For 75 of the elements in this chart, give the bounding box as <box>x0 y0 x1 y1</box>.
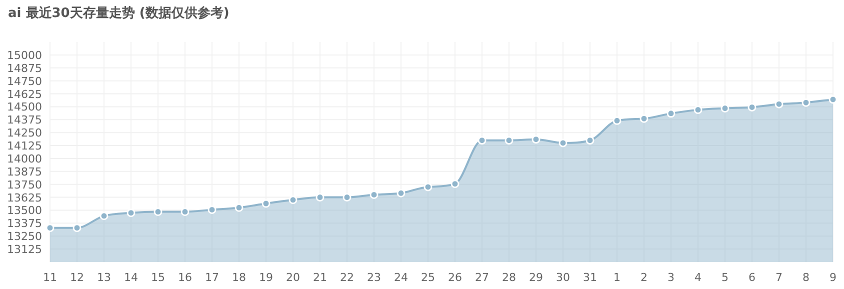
point <box>126 208 136 218</box>
point <box>288 196 298 204</box>
y-tick-label: 13750 <box>7 178 42 192</box>
x-tick-label: 7 <box>776 271 782 284</box>
point <box>396 188 406 198</box>
x-tick-label: 25 <box>421 271 435 284</box>
x-tick-label: 5 <box>722 271 728 284</box>
x-tick-label: 24 <box>394 271 408 284</box>
y-tick-label: 13250 <box>7 230 42 244</box>
point <box>586 136 594 145</box>
y-tick-label: 14375 <box>7 114 42 127</box>
point <box>532 135 540 144</box>
x-tick-label: 14 <box>124 271 138 284</box>
x-tick-label: 20 <box>286 271 300 284</box>
y-tick-label: 13625 <box>7 191 42 204</box>
x-tick-label: 4 <box>694 271 702 284</box>
x-tick-label: 11 <box>43 271 57 284</box>
point <box>370 190 378 199</box>
x-tick-label: 26 <box>448 271 462 284</box>
x-tick-label: 29 <box>529 271 543 284</box>
point <box>262 199 270 208</box>
y-tick-label: 14125 <box>7 140 42 153</box>
point <box>640 114 648 123</box>
point <box>180 208 190 216</box>
x-tick-label: 1 <box>614 271 620 284</box>
x-tick-label: 3 <box>668 271 674 284</box>
x-tick-label: 13 <box>97 271 111 284</box>
x-tick-label: 15 <box>151 271 165 284</box>
x-tick-label: 30 <box>556 271 570 284</box>
x-tick-label: 16 <box>178 271 192 284</box>
point <box>208 205 216 214</box>
point <box>720 104 730 113</box>
chart-title: ai 最近30天存量走势 (数据仅供参考) <box>8 5 230 21</box>
y-tick-label: 14625 <box>7 88 42 101</box>
point <box>774 100 784 108</box>
x-tick-label: 23 <box>367 271 381 284</box>
y-tick-label: 14250 <box>7 126 42 140</box>
x-tick-label: 21 <box>313 271 327 284</box>
x-tick-label: 12 <box>70 271 84 284</box>
point <box>316 193 324 202</box>
x-tick-label: 6 <box>748 271 756 284</box>
point <box>612 116 622 125</box>
point <box>802 98 810 107</box>
y-tick-label: 13875 <box>7 165 42 178</box>
y-tick-label: 14750 <box>7 74 42 88</box>
y-tick-label: 13500 <box>7 204 42 218</box>
y-tick-label: 13125 <box>7 243 42 256</box>
y-tick-label: 14500 <box>7 100 42 114</box>
point <box>504 136 514 145</box>
y-tick-label: 15000 <box>7 48 42 62</box>
point <box>154 208 162 216</box>
x-tick-label: 27 <box>475 271 489 284</box>
point <box>234 203 244 212</box>
point <box>72 224 82 232</box>
x-tick-label: 2 <box>640 271 648 284</box>
point <box>478 136 486 145</box>
y-tick-label: 14000 <box>7 152 42 166</box>
point <box>558 138 568 148</box>
y-tick-label: 13375 <box>7 217 42 230</box>
x-tick-label: 8 <box>802 271 810 284</box>
x-tick-label: 31 <box>583 271 597 284</box>
x-tick-label: 17 <box>205 271 219 284</box>
x-tick-label: 28 <box>502 271 516 284</box>
x-tick-label: 9 <box>830 271 836 284</box>
point <box>666 109 676 118</box>
point <box>694 106 702 114</box>
point <box>100 212 108 220</box>
point <box>748 102 756 112</box>
x-tick-label: 19 <box>259 271 273 284</box>
point <box>424 182 432 192</box>
x-tick-label: 18 <box>232 271 246 284</box>
point <box>342 193 352 202</box>
x-tick-label: 22 <box>340 271 354 284</box>
y-tick-label: 14875 <box>7 62 42 75</box>
point <box>450 180 460 188</box>
